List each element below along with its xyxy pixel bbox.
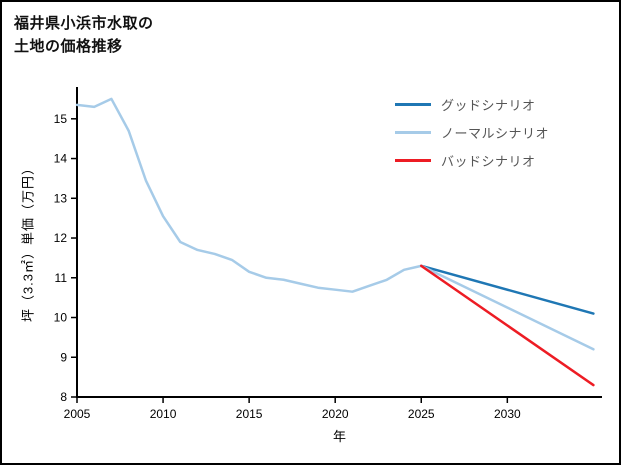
y-axis-label: 坪（3.3㎡）単価（万円） (20, 160, 36, 323)
svg-text:10: 10 (54, 311, 68, 325)
legend-label-good-scenario: グッドシナリオ (441, 97, 536, 113)
page-title-line-2: 土地の価格推移 (14, 38, 123, 56)
svg-text:8: 8 (60, 390, 67, 404)
page-title: 福井県小浜市水取の 土地の価格推移 (14, 12, 154, 59)
svg-text:12: 12 (54, 231, 68, 245)
svg-text:2030: 2030 (494, 407, 521, 421)
legend-label-normal-scenario: ノーマルシナリオ (441, 125, 550, 141)
legend-item-normal-scenario: ノーマルシナリオ (395, 118, 549, 146)
x-axis-label: 年 (332, 429, 346, 444)
svg-text:2010: 2010 (150, 407, 177, 421)
legend-swatch-good-icon (395, 102, 431, 106)
svg-text:15: 15 (54, 112, 68, 126)
legend-item-good-scenario: グッドシナリオ (395, 90, 549, 118)
chart-legend: グッドシナリオ ノーマルシナリオ バッドシナリオ (395, 90, 549, 174)
svg-text:14: 14 (54, 152, 68, 166)
page-title-line-1: 福井県小浜市水取の (14, 15, 154, 32)
legend-label-bad-scenario: バッドシナリオ (441, 153, 536, 169)
svg-text:2020: 2020 (322, 407, 349, 421)
svg-text:2025: 2025 (408, 407, 435, 421)
legend-item-bad-scenario: バッドシナリオ (395, 146, 549, 174)
svg-text:9: 9 (60, 350, 67, 364)
legend-swatch-bad-icon (395, 158, 431, 162)
svg-text:13: 13 (54, 191, 68, 205)
svg-text:2015: 2015 (236, 407, 263, 421)
svg-text:11: 11 (55, 271, 68, 285)
legend-swatch-normal-icon (395, 130, 431, 134)
svg-text:2005: 2005 (64, 407, 91, 421)
